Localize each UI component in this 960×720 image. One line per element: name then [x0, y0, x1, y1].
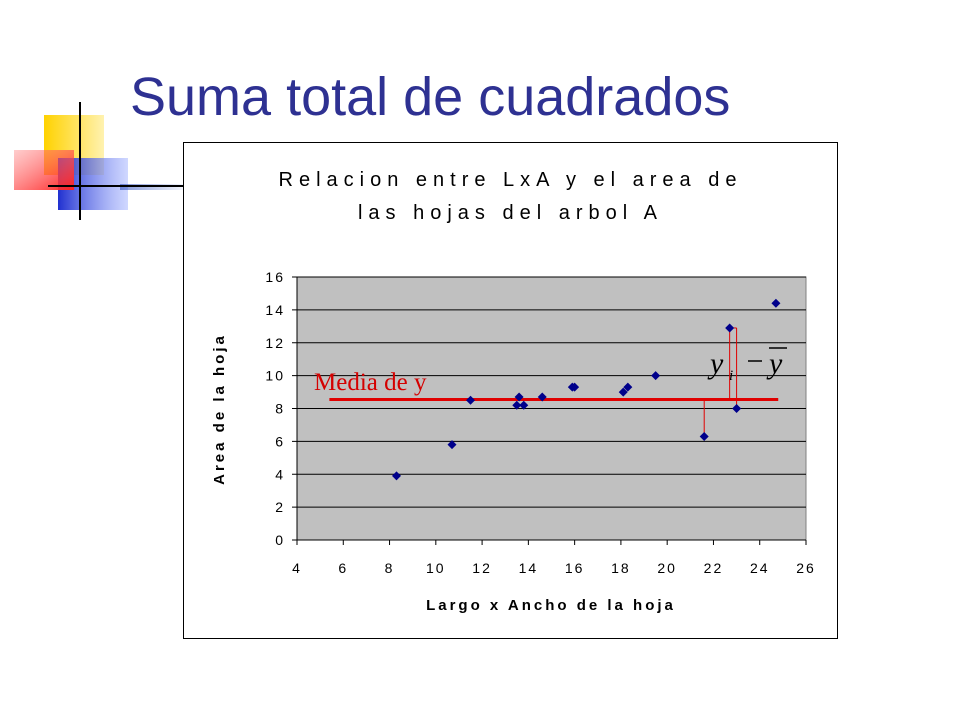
- x-tick-label: 18: [611, 560, 631, 576]
- x-axis-title: Largo x Ancho de la hoja: [426, 597, 676, 614]
- data-point: [537, 392, 547, 402]
- y-tick-label: 16: [265, 269, 285, 285]
- x-tick-label: 20: [657, 560, 677, 576]
- y-tick-label: 2: [275, 499, 285, 515]
- mean-line-group: [329, 327, 779, 437]
- y-axis-title: Area de la hoja: [211, 333, 228, 485]
- y-tick-label: 0: [275, 532, 285, 548]
- svg-text:i: i: [729, 368, 733, 384]
- deviation-formula: y i y: [707, 347, 787, 384]
- svg-text:y: y: [766, 347, 783, 380]
- x-tick-label: 4: [292, 560, 302, 576]
- deco-red-square: [14, 150, 74, 190]
- data-point: [570, 382, 580, 392]
- data-point: [623, 382, 633, 392]
- data-point: [618, 387, 628, 397]
- y-tick-label: 4: [275, 466, 285, 482]
- data-point: [725, 323, 735, 333]
- data-point: [699, 431, 709, 441]
- x-tick-label: 6: [338, 560, 348, 576]
- data-point: [466, 395, 476, 405]
- y-tick-label: 6: [275, 433, 285, 449]
- x-tick-label: 14: [519, 560, 539, 576]
- data-points: [391, 298, 781, 481]
- gridlines: [297, 276, 806, 508]
- data-point: [732, 404, 742, 413]
- y-tick-label: 8: [275, 401, 285, 417]
- y-tick-label: 14: [265, 302, 285, 318]
- data-point: [651, 371, 661, 381]
- x-tick-label: 26: [796, 560, 816, 576]
- data-point: [512, 400, 522, 410]
- chart-title-line-1: Relacion entre LxA y el area de: [278, 169, 743, 191]
- data-point: [519, 400, 529, 410]
- svg-text:y: y: [707, 347, 724, 380]
- data-point: [391, 471, 401, 481]
- y-tick-label: 10: [265, 368, 285, 384]
- slide-decoration: [14, 102, 190, 220]
- slide-title: Suma total de cuadrados: [130, 67, 731, 127]
- data-point: [447, 440, 457, 450]
- x-tick-label: 24: [750, 560, 770, 576]
- x-tick-label: 22: [704, 560, 724, 576]
- x-tick-label: 10: [426, 560, 446, 576]
- x-tick-label: 12: [472, 560, 492, 576]
- y-tick-label: 12: [265, 335, 285, 351]
- x-tick-label: 16: [565, 560, 585, 576]
- data-point: [514, 392, 524, 402]
- mean-label: Media de y: [314, 369, 427, 396]
- x-tick-label: 8: [385, 560, 395, 576]
- data-point: [771, 298, 781, 308]
- chart-title-line-2: las hojas del arbol A: [357, 202, 663, 224]
